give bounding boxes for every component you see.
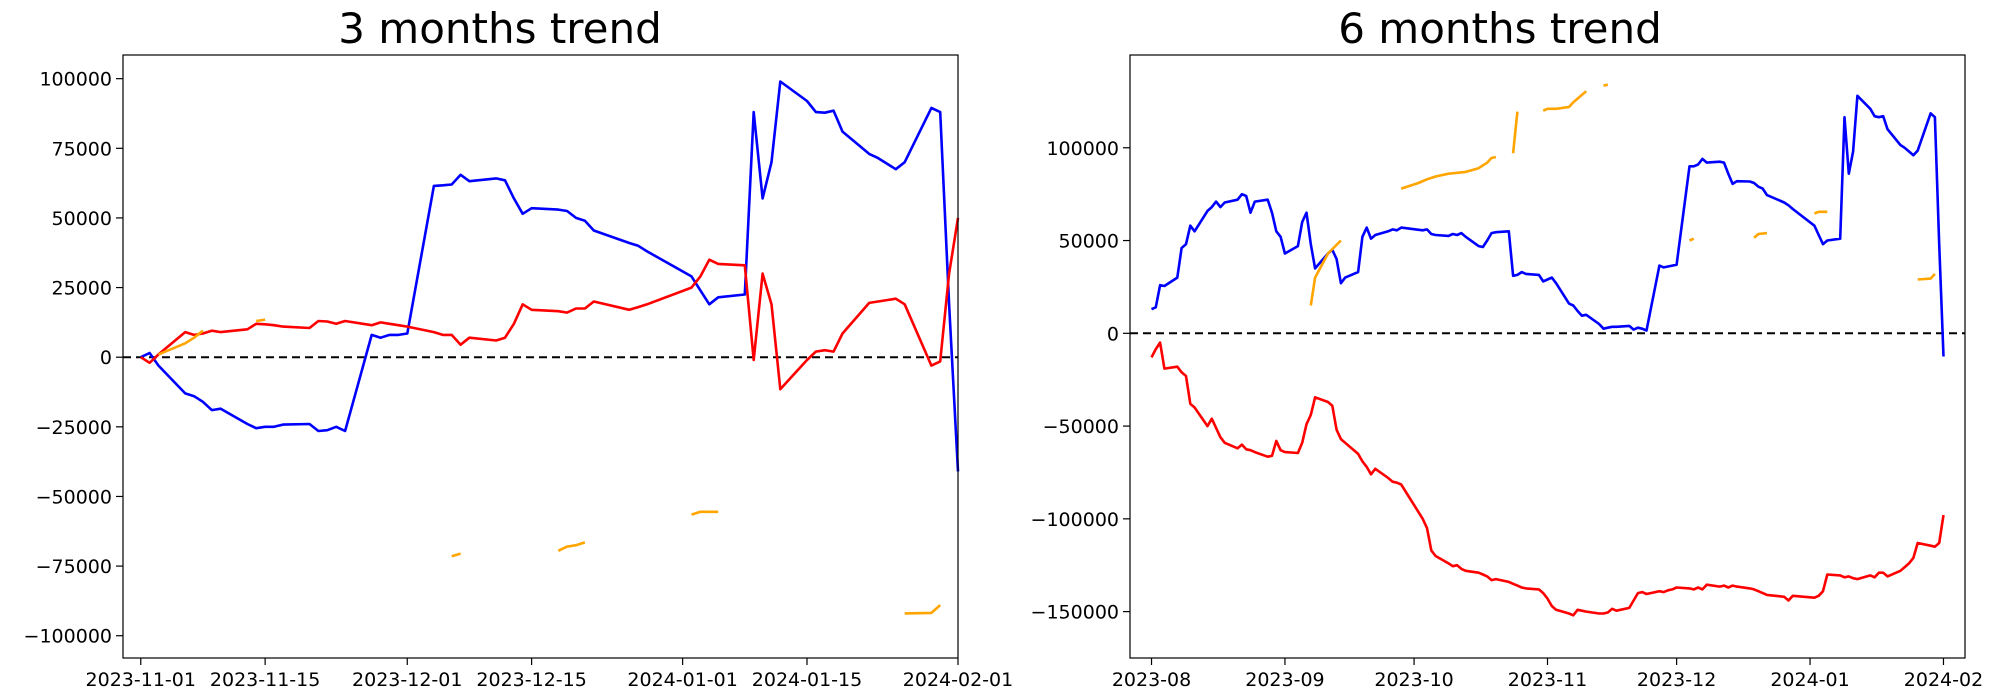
x-tick-label: 2024-02: [1904, 669, 1983, 691]
orange-series-line: [1542, 90, 1588, 112]
y-tick-label: −100000: [24, 626, 112, 648]
orange-series-line: [1917, 273, 1936, 281]
orange-series-line: [1603, 83, 1609, 87]
x-tick-label: 2023-08: [1112, 669, 1191, 691]
x-tick-label: 2023-11-15: [210, 669, 320, 691]
red-series-line: [1150, 341, 1945, 617]
orange-series-line: [255, 318, 266, 323]
orange-series-line: [691, 510, 719, 516]
chart-3-months-svg: 100000 75000 50000 25000 0 −25000 −50000 −75000…: [24, 54, 1013, 691]
x-tick-label: 2024-01: [1770, 669, 1849, 691]
x-tick-label: 2023-11: [1508, 669, 1587, 691]
y-tick-label: 0: [1107, 323, 1119, 345]
y-tick-label: 50000: [1059, 231, 1119, 253]
chart-title: 3 months trend: [338, 4, 662, 53]
x-tick-label: 2023-11-01: [86, 669, 196, 691]
x-tick-label: 2024-01-01: [627, 669, 737, 691]
orange-series-line: [904, 604, 942, 615]
y-tick-label: −100000: [1031, 509, 1119, 531]
orange-series-line: [1813, 210, 1828, 215]
orange-series-line: [451, 552, 461, 558]
x-tick-label: 2023-12: [1637, 669, 1716, 691]
plot-frame: [1129, 54, 1966, 659]
orange-series-line: [557, 541, 586, 552]
x-tick-label: 2023-10: [1374, 669, 1453, 691]
orange-series-line: [1511, 111, 1519, 154]
y-tick-label: 100000: [39, 69, 112, 91]
y-tick-label: −50000: [1043, 416, 1119, 438]
y-tick-label: 0: [100, 347, 112, 369]
x-tick-label: 2023-12-01: [352, 669, 462, 691]
chart-panel-3-months: 3 months trend 100000 75000 50000 25000 0 −25…: [24, 4, 1014, 691]
orange-series-line: [1688, 237, 1695, 242]
y-tick-label: −25000: [36, 417, 112, 439]
y-tick-label: −75000: [36, 556, 112, 578]
y-tick-label: 50000: [52, 208, 112, 230]
x-tick-label: 2024-01-15: [752, 669, 862, 691]
x-tick-label: 2024-02-01: [903, 669, 1013, 691]
red-series-line: [140, 217, 960, 391]
chart-6-months-svg: 100000 50000 0 −50000 −100000 −150000 2023-08 2…: [1031, 54, 1983, 691]
orange-series-line: [1753, 231, 1768, 239]
orange-series-line: [1309, 239, 1342, 306]
blue-series-line: [140, 80, 960, 472]
blue-series-line: [1150, 94, 1945, 357]
chart-title: 6 months trend: [1338, 4, 1662, 53]
y-tick-label: −50000: [36, 486, 112, 508]
y-tick-label: −150000: [1031, 602, 1119, 624]
y-tick-label: 100000: [1046, 138, 1119, 160]
x-tick-label: 2023-12-15: [476, 669, 586, 691]
y-tick-label: 25000: [52, 278, 112, 300]
chart-panel-6-months: 6 months trend 100000 50000 0 −50000 −100000…: [1000, 0, 2000, 700]
x-tick-label: 2023-09: [1245, 669, 1324, 691]
y-tick-label: 75000: [52, 138, 112, 160]
orange-series-line: [1400, 155, 1497, 190]
orange-series-line: [158, 329, 204, 356]
plot-frame: [122, 54, 959, 659]
